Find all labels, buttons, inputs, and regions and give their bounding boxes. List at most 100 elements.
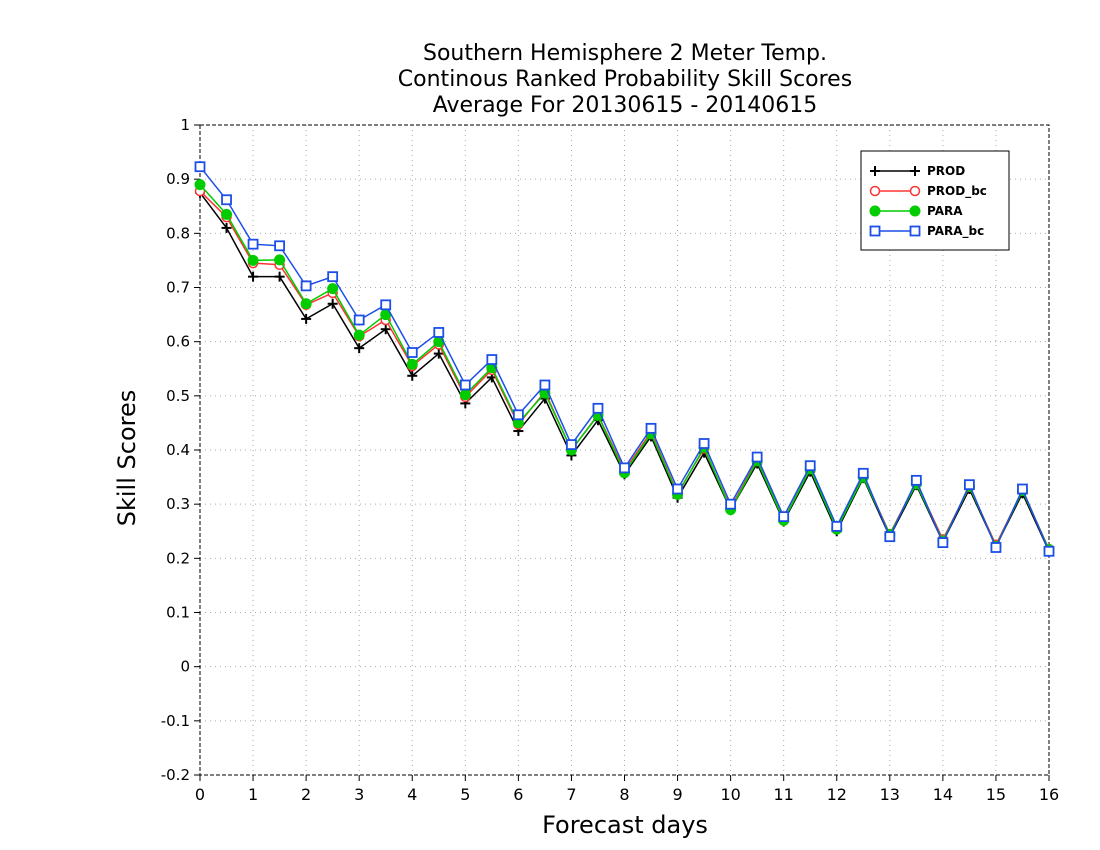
x-tick-label: 13 <box>880 785 900 804</box>
data-point-para-bc <box>619 462 630 474</box>
x-tick-label: 0 <box>195 785 205 804</box>
data-point-prod <box>248 271 259 282</box>
legend-label: PARA_bc <box>927 224 984 239</box>
legend-label: PROD_bc <box>927 184 987 199</box>
data-point-para-bc <box>778 511 790 523</box>
x-tick-label: 3 <box>354 785 364 804</box>
y-tick-label: 0.2 <box>166 549 190 567</box>
data-point-para-bc <box>698 438 710 449</box>
x-tick-label: 16 <box>1039 785 1059 804</box>
x-tick-label: 7 <box>566 785 576 804</box>
y-tick-label: 0.4 <box>166 441 190 459</box>
data-point-para-bc <box>486 354 498 365</box>
y-tick-label: 0.8 <box>166 224 190 242</box>
data-point-para-bc <box>990 542 1002 553</box>
data-point-para-bc <box>831 520 843 532</box>
data-point-para <box>221 208 233 220</box>
legend-marker <box>909 205 921 217</box>
series-para-bc <box>194 161 1055 557</box>
x-tick-label: 15 <box>986 785 1006 804</box>
chart-title: Southern Hemisphere 2 Meter Temp. Contin… <box>398 41 852 118</box>
data-point-para-bc <box>910 474 922 486</box>
data-point-para <box>327 283 339 295</box>
data-point-para-bc <box>857 467 869 479</box>
data-point-prod <box>274 271 285 282</box>
data-point-para-bc <box>512 409 524 421</box>
legend-marker <box>909 185 921 197</box>
data-point-para <box>274 254 286 266</box>
series-layer <box>194 161 1055 557</box>
data-point-para-bc <box>433 327 445 338</box>
legend-marker <box>869 185 881 197</box>
data-point-para-bc <box>566 439 577 450</box>
y-tick-label: 0.6 <box>166 333 190 351</box>
data-point-para-bc <box>327 271 339 283</box>
legend-marker <box>870 166 880 176</box>
x-tick-label: 5 <box>460 785 470 804</box>
data-point-para-bc <box>1017 483 1028 495</box>
y-tick-label: -0.2 <box>161 766 190 784</box>
y-tick-label: 1 <box>180 116 190 134</box>
legend-label: PARA <box>927 204 963 218</box>
data-point-prod <box>221 222 232 233</box>
x-tick-label: 9 <box>672 785 682 804</box>
data-point-para-bc <box>592 402 604 414</box>
x-tick-label: 1 <box>248 785 258 804</box>
data-point-para-bc <box>672 483 683 495</box>
data-point-para <box>459 389 471 401</box>
legend-item-para: PARA <box>869 204 963 218</box>
data-point-para-bc <box>194 161 206 173</box>
data-point-para-bc <box>380 299 392 311</box>
legend: PROD PROD_bc PARA PARA_bc <box>860 150 1010 251</box>
data-point-para-bc <box>539 379 551 391</box>
data-point-para-bc <box>406 347 418 358</box>
data-point-prod <box>407 370 418 381</box>
data-point-para-bc <box>300 280 312 292</box>
data-point-para-bc <box>751 451 763 463</box>
title-line-1: Southern Hemisphere 2 Meter Temp. <box>423 41 827 66</box>
y-tick-label: 0.9 <box>166 170 190 188</box>
y-tick-label: 0.3 <box>166 495 190 513</box>
y-tick-label: 0 <box>180 658 190 676</box>
legend-item-para-bc: PARA_bc <box>869 224 984 239</box>
x-tick-label: 8 <box>619 785 629 804</box>
legend-marker <box>869 225 881 237</box>
data-point-prod <box>354 343 365 354</box>
legend-box <box>860 150 1010 251</box>
data-point-para-bc <box>645 422 657 434</box>
x-tick-label: 11 <box>774 785 794 804</box>
data-point-para <box>353 329 365 341</box>
y-tick-label: 0.5 <box>166 387 190 405</box>
y-tick-label: 0.1 <box>166 604 190 622</box>
data-point-para-bc <box>964 479 975 491</box>
legend-item-prod-bc: PROD_bc <box>869 184 987 199</box>
x-tick-label: 2 <box>301 785 311 804</box>
data-point-para <box>300 298 312 310</box>
title-line-3: Average For 20130615 - 20140615 <box>433 93 818 118</box>
data-point-para-bc <box>1043 545 1055 557</box>
y-tick-label: -0.1 <box>161 712 190 730</box>
data-point-para-bc <box>221 194 232 206</box>
data-point-para <box>406 358 418 370</box>
title-line-2: Continous Ranked Probability Skill Score… <box>398 67 852 92</box>
y-axis-label: Skill Scores <box>113 390 141 527</box>
data-point-para-bc <box>459 379 471 391</box>
data-point-para-bc <box>247 238 259 250</box>
data-point-prod <box>433 348 444 359</box>
data-point-para-bc <box>725 498 737 510</box>
data-point-para-bc <box>937 537 949 549</box>
x-axis-label: Forecast days <box>542 811 708 839</box>
legend-marker <box>909 225 921 237</box>
legend-item-prod: PROD <box>870 164 965 178</box>
legend-label: PROD <box>927 164 965 178</box>
data-point-para-bc <box>353 314 365 326</box>
x-tick-label: 12 <box>827 785 847 804</box>
x-tick-label: 14 <box>933 785 953 804</box>
y-tick-label: 0.7 <box>166 279 190 297</box>
data-point-prod <box>380 324 391 335</box>
x-tick-label: 10 <box>720 785 740 804</box>
data-point-prod <box>301 313 312 324</box>
data-point-para-bc <box>274 240 285 252</box>
data-point-prod <box>327 298 338 309</box>
x-tick-label: 4 <box>407 785 417 804</box>
